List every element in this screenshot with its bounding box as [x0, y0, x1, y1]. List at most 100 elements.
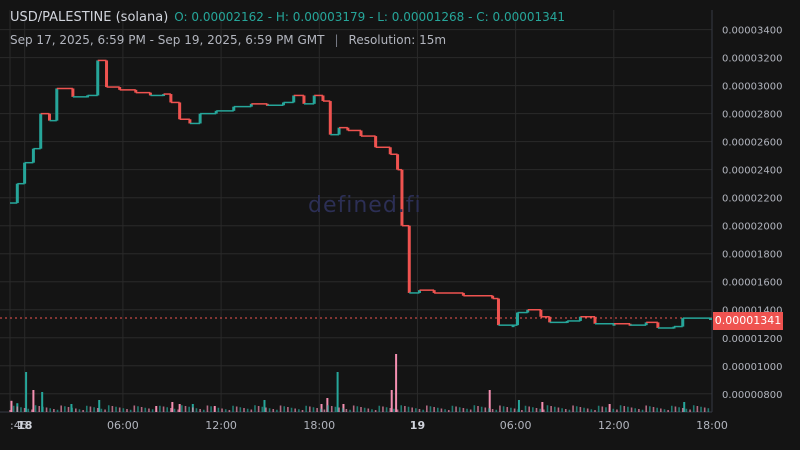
volume-bar [382, 406, 384, 412]
volume-bar [360, 407, 362, 412]
candle [321, 95, 325, 102]
volume-bar [188, 406, 190, 412]
volume-bar [144, 407, 147, 412]
candle [644, 322, 648, 326]
volume-bar [674, 406, 677, 412]
price-tick-label: 0.00002000 [722, 222, 782, 233]
candle [396, 154, 400, 170]
volume-bar [363, 407, 366, 412]
volume-bar [246, 408, 249, 412]
volume-bar [564, 409, 567, 412]
time-tick-label: 06:00 [500, 419, 532, 432]
candle [526, 309, 530, 313]
volume-bar [217, 407, 220, 412]
candle [515, 312, 519, 326]
volume-bar [319, 408, 322, 412]
price-tick-label: 0.00001400 [722, 306, 782, 317]
volume-bar [228, 410, 231, 412]
volume-bar [12, 405, 15, 412]
candle [302, 95, 306, 104]
volume-bar [696, 406, 699, 412]
volume-bar [166, 407, 169, 412]
volume-bar [155, 406, 158, 412]
volume-bar [597, 405, 600, 412]
volume-bar [418, 409, 421, 412]
time-tick-label: :45 [10, 419, 28, 432]
volume-bar [707, 408, 710, 412]
volume-bar [488, 390, 491, 412]
candle [86, 95, 90, 98]
volume-bar [111, 406, 114, 412]
volume-bar [23, 408, 26, 412]
volume-bar [98, 400, 101, 412]
volume-bar [56, 409, 59, 412]
volume-bar [171, 402, 174, 412]
volume-bar [444, 409, 446, 412]
volume-bar [184, 406, 187, 412]
volume-bar [162, 406, 165, 412]
price-tick-label: 0.00001600 [722, 278, 782, 289]
volume-bar [199, 409, 201, 412]
volume-bar [594, 410, 596, 412]
volume-bar [320, 404, 323, 412]
volume-bar [294, 408, 296, 412]
price-tick-label: 0.00002800 [722, 110, 782, 121]
volume-bar [528, 406, 530, 412]
volume-bar [279, 405, 282, 412]
price-tick-label: 0.00003000 [722, 82, 782, 93]
resolution[interactable]: Resolution: 15m [348, 33, 447, 47]
ohlc-readout: O: 0.00002162 - H: 0.00003179 - L: 0.000… [174, 10, 566, 24]
volume-bar [656, 407, 658, 412]
candle [214, 110, 218, 114]
volume-bar [466, 408, 468, 412]
volume-bar [535, 408, 538, 412]
volume-bar [326, 398, 329, 412]
volume-bar [38, 406, 41, 412]
volume-bar [31, 409, 33, 412]
volume-bar [608, 408, 611, 412]
volume-bar [34, 405, 37, 412]
volume-bar [64, 406, 66, 412]
volume-bar [305, 405, 307, 412]
volume-bar [568, 409, 571, 412]
volume-bar [173, 408, 176, 412]
candle [232, 106, 236, 111]
volume-bar [395, 354, 398, 412]
volume-bar [660, 408, 662, 412]
volume-bar [374, 410, 377, 412]
candle [337, 127, 341, 135]
volume-bar [557, 407, 560, 412]
volume-bar [495, 409, 498, 412]
volume-bar [298, 409, 300, 412]
candle [681, 318, 685, 327]
volume-bar [491, 409, 494, 412]
volume-bar [652, 407, 655, 412]
price-tick-label: 0.00001000 [722, 362, 782, 373]
volume-bar [261, 406, 264, 412]
candle [96, 60, 100, 96]
volume-bar [689, 409, 691, 412]
volume-bar [327, 405, 329, 412]
volume-bar [385, 407, 388, 412]
volume-bar [20, 407, 22, 412]
candle [31, 148, 35, 163]
volume-bar [254, 405, 256, 412]
candle [388, 147, 392, 155]
volume-bar [338, 407, 340, 412]
time-tick-label: 19 [410, 419, 425, 432]
candle [593, 316, 597, 324]
volume-bar [53, 409, 55, 412]
volume-bar [341, 408, 344, 412]
volume-bar [45, 407, 48, 412]
volume-bar [192, 407, 194, 412]
candle [461, 292, 465, 296]
volume-bar [601, 406, 604, 412]
candle [292, 95, 296, 103]
volume-bar [60, 405, 62, 412]
candle [359, 130, 363, 137]
candle [15, 183, 19, 204]
volume-bar [389, 408, 392, 412]
volume-bar [506, 407, 509, 412]
volume-bar [257, 406, 260, 412]
